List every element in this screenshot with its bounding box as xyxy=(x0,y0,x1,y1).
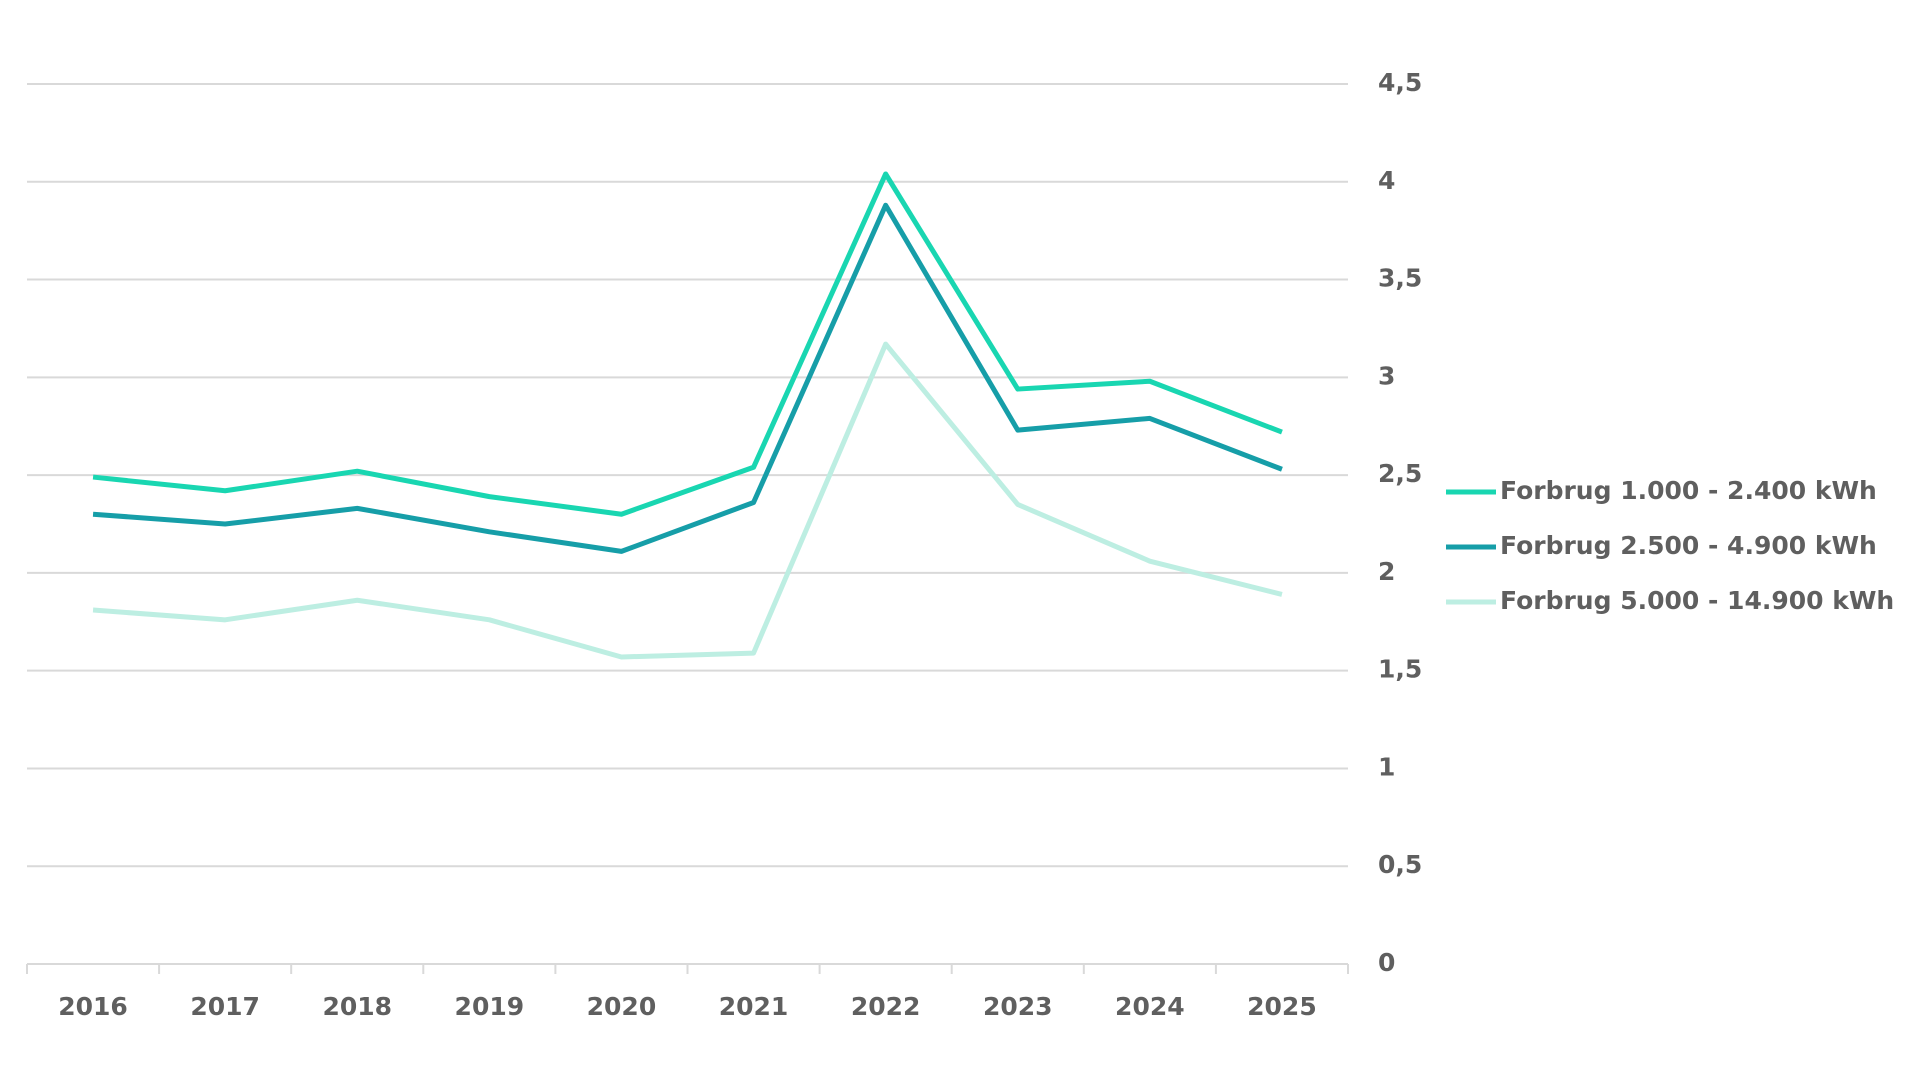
x-tick-label: 2017 xyxy=(190,992,260,1021)
x-tick-label: 2020 xyxy=(587,992,657,1021)
x-tick-label: 2016 xyxy=(58,992,128,1021)
y-tick-label: 0,5 xyxy=(1378,850,1422,879)
y-tick-label: 1,5 xyxy=(1378,655,1422,684)
x-tick-label: 2024 xyxy=(1115,992,1185,1021)
y-tick-label: 4,5 xyxy=(1378,68,1422,97)
x-tick-label: 2019 xyxy=(455,992,525,1021)
y-tick-label: 2 xyxy=(1378,557,1395,586)
x-tick-label: 2018 xyxy=(322,992,392,1021)
legend-label: Forbrug 5.000 - 14.900 kWh xyxy=(1500,586,1894,615)
x-tick-label: 2022 xyxy=(851,992,921,1021)
y-tick-label: 3 xyxy=(1378,361,1395,390)
legend-label: Forbrug 1.000 - 2.400 kWh xyxy=(1500,476,1877,505)
x-tick-label: 2023 xyxy=(983,992,1053,1021)
series-line xyxy=(92,202,1283,554)
y-tick-label: 4 xyxy=(1378,166,1395,195)
y-tick-label: 0 xyxy=(1378,948,1395,977)
y-tick-label: 1 xyxy=(1378,752,1395,781)
x-tick-label: 2025 xyxy=(1247,992,1317,1021)
y-tick-label: 3,5 xyxy=(1378,264,1422,293)
legend-label: Forbrug 2.500 - 4.900 kWh xyxy=(1500,531,1877,560)
series-line xyxy=(92,341,1283,660)
y-tick-label: 2,5 xyxy=(1378,459,1422,488)
series-line xyxy=(92,171,1283,517)
x-tick-label: 2021 xyxy=(719,992,789,1021)
